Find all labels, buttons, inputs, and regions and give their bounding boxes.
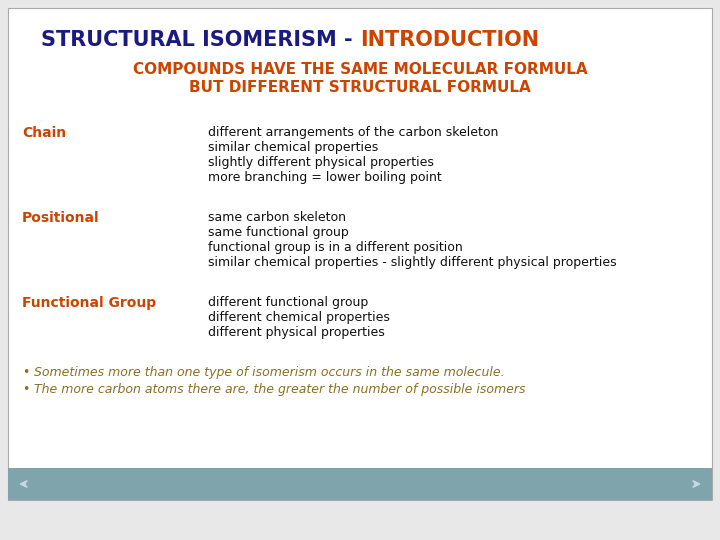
Text: Functional Group: Functional Group	[22, 296, 156, 310]
Text: Positional: Positional	[22, 211, 99, 225]
Text: similar chemical properties: similar chemical properties	[208, 141, 378, 154]
Text: •: •	[22, 366, 30, 379]
Text: COMPOUNDS HAVE THE SAME MOLECULAR FORMULA: COMPOUNDS HAVE THE SAME MOLECULAR FORMUL…	[132, 63, 588, 78]
Text: STRUCTURAL ISOMERISM -: STRUCTURAL ISOMERISM -	[41, 30, 360, 50]
Text: functional group is in a different position: functional group is in a different posit…	[208, 241, 463, 254]
Bar	[8, 468, 712, 500]
Text: •: •	[22, 383, 30, 396]
Text: BUT DIFFERENT STRUCTURAL FORMULA: BUT DIFFERENT STRUCTURAL FORMULA	[189, 80, 531, 96]
Text: The more carbon atoms there are, the greater the number of possible isomers: The more carbon atoms there are, the gre…	[34, 383, 526, 396]
Text: INTRODUCTION: INTRODUCTION	[360, 30, 539, 50]
Text: more branching = lower boiling point: more branching = lower boiling point	[208, 171, 442, 184]
Text: slightly different physical properties: slightly different physical properties	[208, 156, 434, 169]
Text: different chemical properties: different chemical properties	[208, 311, 390, 324]
Text: Sometimes more than one type of isomerism occurs in the same molecule.: Sometimes more than one type of isomeris…	[34, 366, 505, 379]
Text: different physical properties: different physical properties	[208, 326, 384, 339]
Text: different functional group: different functional group	[208, 296, 368, 309]
Text: similar chemical properties - slightly different physical properties: similar chemical properties - slightly d…	[208, 256, 616, 269]
Text: different arrangements of the carbon skeleton: different arrangements of the carbon ske…	[208, 126, 498, 139]
Text: Chain: Chain	[22, 126, 66, 140]
Text: same functional group: same functional group	[208, 226, 348, 239]
Text: same carbon skeleton: same carbon skeleton	[208, 211, 346, 224]
